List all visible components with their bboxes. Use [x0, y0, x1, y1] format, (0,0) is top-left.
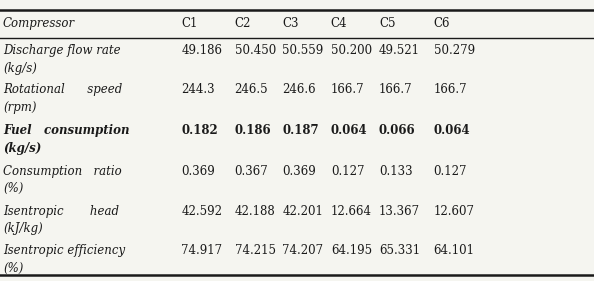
Text: (%): (%): [3, 262, 23, 275]
Text: 0.127: 0.127: [331, 165, 364, 178]
Text: Fuel   consumption: Fuel consumption: [3, 124, 129, 137]
Text: Compressor: Compressor: [3, 17, 75, 30]
Text: C4: C4: [331, 17, 347, 30]
Text: 42.592: 42.592: [181, 205, 222, 218]
Text: 0.182: 0.182: [181, 124, 218, 137]
Text: 50.450: 50.450: [235, 44, 276, 57]
Text: 0.064: 0.064: [331, 124, 368, 137]
Text: C6: C6: [434, 17, 450, 30]
Text: C1: C1: [181, 17, 198, 30]
Text: 49.521: 49.521: [379, 44, 420, 57]
Text: (kJ/kg): (kJ/kg): [3, 222, 43, 235]
Text: 0.066: 0.066: [379, 124, 416, 137]
Text: 0.369: 0.369: [282, 165, 316, 178]
Text: 0.064: 0.064: [434, 124, 470, 137]
Text: 64.101: 64.101: [434, 244, 475, 257]
Text: 246.5: 246.5: [235, 83, 268, 96]
Text: (rpm): (rpm): [3, 101, 36, 114]
Text: 50.279: 50.279: [434, 44, 475, 57]
Text: 42.188: 42.188: [235, 205, 276, 218]
Text: 12.664: 12.664: [331, 205, 372, 218]
Text: (%): (%): [3, 182, 23, 195]
Text: 74.207: 74.207: [282, 244, 323, 257]
Text: C2: C2: [235, 17, 251, 30]
Text: 244.3: 244.3: [181, 83, 215, 96]
Text: 166.7: 166.7: [434, 83, 467, 96]
Text: 50.200: 50.200: [331, 44, 372, 57]
Text: Rotational      speed: Rotational speed: [3, 83, 122, 96]
Text: 166.7: 166.7: [379, 83, 413, 96]
Text: Consumption   ratio: Consumption ratio: [3, 165, 122, 178]
Text: 50.559: 50.559: [282, 44, 323, 57]
Text: 74.215: 74.215: [235, 244, 276, 257]
Text: 13.367: 13.367: [379, 205, 420, 218]
Text: (kg/s): (kg/s): [3, 62, 37, 74]
Text: Discharge flow rate: Discharge flow rate: [3, 44, 121, 57]
Text: C5: C5: [379, 17, 396, 30]
Text: 166.7: 166.7: [331, 83, 365, 96]
Text: Isentropic efficiency: Isentropic efficiency: [3, 244, 125, 257]
Text: 64.195: 64.195: [331, 244, 372, 257]
Text: 65.331: 65.331: [379, 244, 420, 257]
Text: 74.917: 74.917: [181, 244, 222, 257]
Text: 0.127: 0.127: [434, 165, 467, 178]
Text: 0.369: 0.369: [181, 165, 215, 178]
Text: C3: C3: [282, 17, 299, 30]
Text: Isentropic       head: Isentropic head: [3, 205, 119, 218]
Text: 49.186: 49.186: [181, 44, 222, 57]
Text: 0.186: 0.186: [235, 124, 271, 137]
Text: 246.6: 246.6: [282, 83, 316, 96]
Text: 0.133: 0.133: [379, 165, 413, 178]
Text: 42.201: 42.201: [282, 205, 323, 218]
Text: 0.367: 0.367: [235, 165, 268, 178]
Text: (kg/s): (kg/s): [3, 142, 41, 155]
Text: 0.187: 0.187: [282, 124, 319, 137]
Text: 12.607: 12.607: [434, 205, 475, 218]
